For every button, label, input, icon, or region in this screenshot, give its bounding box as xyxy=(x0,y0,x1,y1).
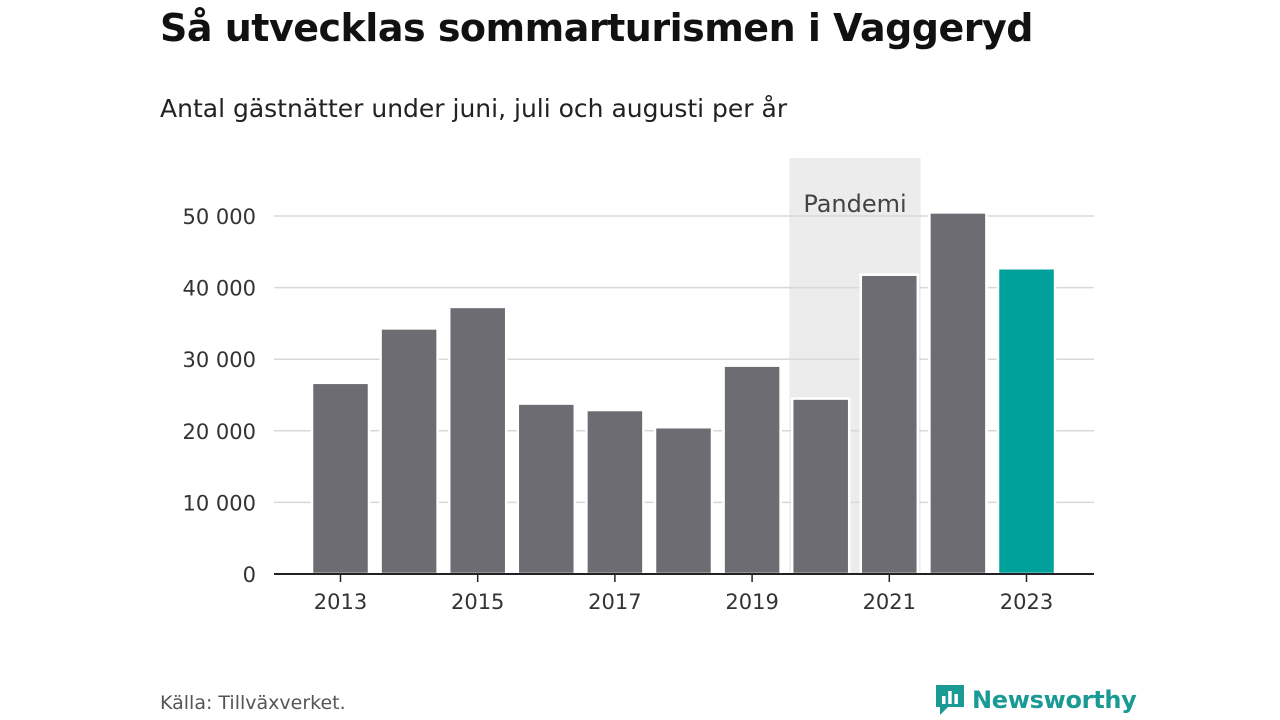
bar-2016 xyxy=(516,402,577,576)
bar-2014 xyxy=(379,327,439,576)
x-tick-label: 2023 xyxy=(1000,590,1053,614)
bar-2019 xyxy=(722,364,782,576)
y-tick-label: 20 000 xyxy=(183,420,256,444)
bar-2017 xyxy=(585,408,645,576)
source-note: Källa: Tillväxverket. xyxy=(160,692,346,714)
bar-2020 xyxy=(790,397,851,576)
bar-chart: Pandemi 0 10 000 20 000 30 000 40 000 50 000 2… xyxy=(183,158,1094,614)
x-tick-label: 2021 xyxy=(863,590,916,614)
pandemic-label: Pandemi xyxy=(803,190,906,218)
bar-2015 xyxy=(447,305,508,576)
y-tick-label: 40 000 xyxy=(183,277,256,301)
y-tick-label: 50 000 xyxy=(183,205,256,229)
x-tick-label: 2017 xyxy=(588,590,641,614)
bar-2022 xyxy=(928,211,988,576)
bar-2021 xyxy=(859,273,920,576)
newsworthy-logo-icon xyxy=(936,685,964,715)
y-tick-label: 10 000 xyxy=(183,491,256,515)
bar-2023 xyxy=(996,267,1057,576)
bar-2013 xyxy=(310,381,371,576)
x-tick-label: 2013 xyxy=(314,590,367,614)
newsworthy-logo: Newsworthy xyxy=(934,683,1137,717)
bar-2018 xyxy=(653,425,714,576)
x-tick-label: 2019 xyxy=(725,590,778,614)
y-tick-label: 0 xyxy=(243,563,256,587)
x-tick-label: 2015 xyxy=(451,590,504,614)
y-tick-label: 30 000 xyxy=(183,348,256,372)
brand-name: Newsworthy xyxy=(972,686,1137,714)
chart-title: Så utvecklas sommarturismen i Vaggeryd xyxy=(160,6,1033,50)
chart-subtitle: Antal gästnätter under juni, juli och au… xyxy=(160,94,788,123)
